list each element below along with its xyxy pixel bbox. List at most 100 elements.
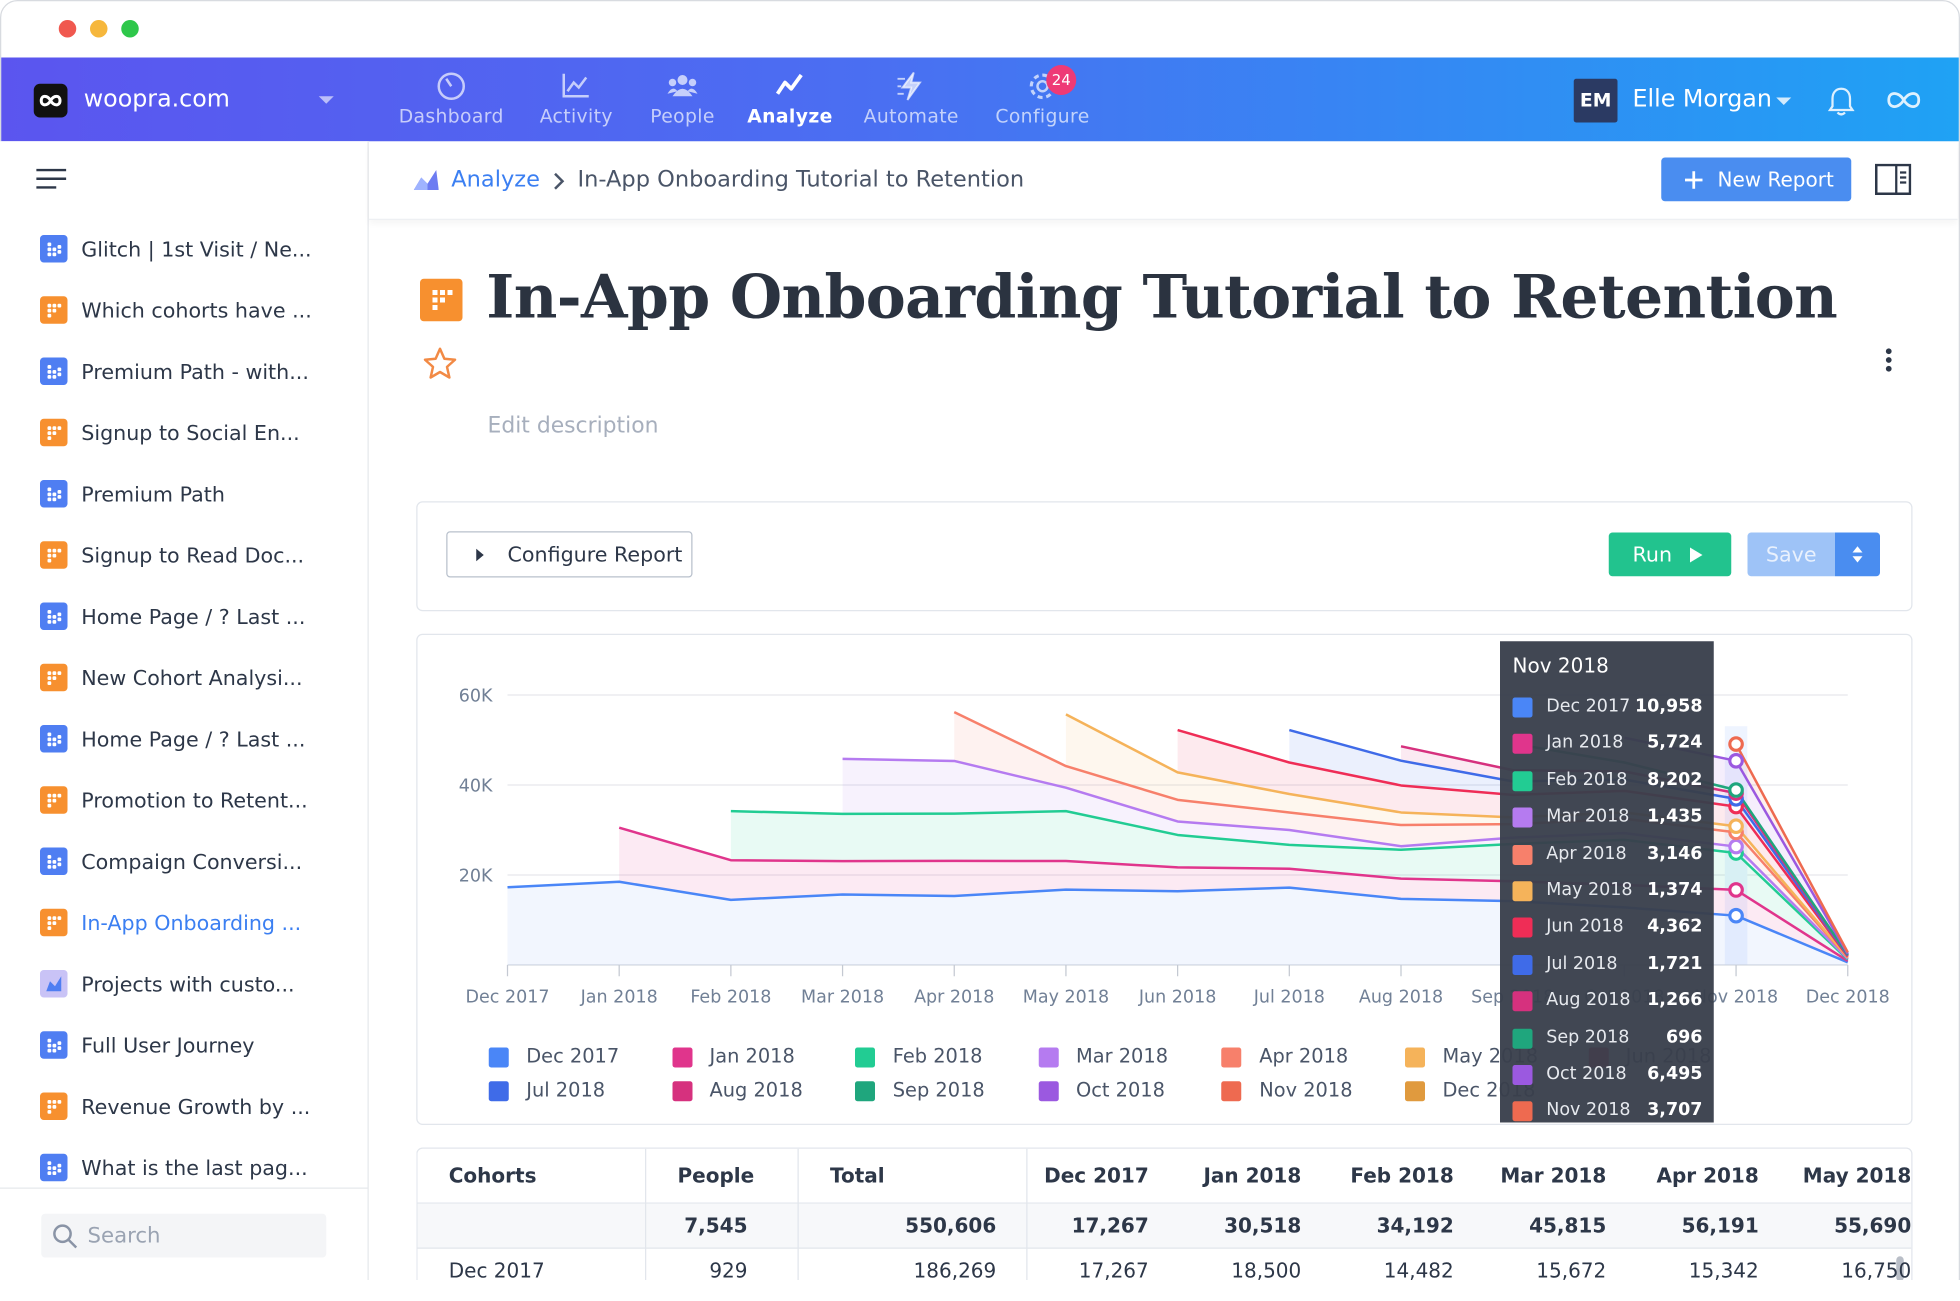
sidebar-item[interactable]: Projects with custo... (40, 970, 353, 1000)
favorite-star[interactable] (423, 346, 458, 380)
legend-label: Aug 2018 (709, 1078, 803, 1102)
area-fill (954, 712, 1848, 959)
tooltip-name: Nov 2018 (1546, 1100, 1631, 1121)
minimize-dot[interactable] (90, 20, 108, 38)
area-fill (1177, 730, 1848, 958)
tooltip-name: Dec 2017 (1546, 696, 1631, 717)
area-fill (842, 758, 1848, 960)
tooltip-swatch (1512, 770, 1533, 791)
tooltip-name: Jan 2018 (1546, 732, 1624, 753)
item-label: Revenue Growth by ... (81, 1095, 311, 1119)
nav-item[interactable]: Dashboard (383, 58, 521, 142)
user-name[interactable]: Elle Morgan (1632, 85, 1772, 113)
configure-report-button[interactable]: Configure Report (446, 531, 693, 578)
tooltip-title: Nov 2018 (1512, 653, 1609, 678)
hover-marker (1728, 752, 1744, 769)
edit-description[interactable]: Edit description (487, 413, 659, 439)
avatar[interactable]: EM (1573, 78, 1618, 123)
x-tick-label: May 2018 (1023, 988, 1109, 1008)
sidebar-item[interactable]: Which cohorts have ... (40, 296, 353, 326)
tooltip-value: 5,724 (1647, 732, 1703, 753)
nav-label: People (650, 105, 715, 128)
table-cell: 18,500 (1231, 1258, 1302, 1282)
sidebar-item[interactable]: Premium Path - with... (40, 357, 353, 388)
tooltip-row: Oct 2018 6,495 (1512, 1063, 1703, 1088)
more-menu[interactable] (1883, 348, 1896, 376)
tooltip-swatch (1512, 1101, 1533, 1122)
logo[interactable] (33, 83, 68, 118)
sidebar-item[interactable]: Revenue Growth by ... (40, 1092, 353, 1123)
search-placeholder: Search (87, 1223, 161, 1249)
new-report-button[interactable]: New Report (1661, 157, 1852, 202)
sidebar-item[interactable]: What is the last pag... (40, 1153, 353, 1184)
site-caret[interactable] (318, 95, 336, 105)
sidebar-item[interactable]: Compaign Conversi... (40, 847, 353, 878)
legend-label: Jan 2018 (709, 1045, 795, 1068)
column-header: People (677, 1163, 755, 1188)
user-caret[interactable] (1775, 96, 1793, 106)
sidebar-item[interactable]: Signup to Read Doc... (40, 541, 353, 571)
nav-item[interactable]: Analyze (721, 58, 859, 142)
sidebar-item[interactable]: In-App Onboarding ... (40, 908, 353, 939)
scrollbar[interactable] (1896, 1256, 1904, 1282)
col-divider (1026, 1148, 1028, 1282)
tooltip-swatch (1512, 734, 1533, 755)
window-bottom (0, 1280, 1960, 1301)
sidebar-item[interactable]: Promotion to Retent... (40, 786, 353, 816)
item-label: Which cohorts have ... (81, 298, 312, 323)
item-label: Premium Path - with... (81, 360, 309, 384)
tooltip-row: Dec 2017 10,958 (1512, 695, 1703, 720)
item-label: Compaign Conversi... (81, 850, 303, 874)
item-icon (40, 296, 68, 324)
breadcrumb-root[interactable]: Analyze (451, 166, 540, 193)
close-dot[interactable] (58, 20, 77, 38)
search-box[interactable]: Search (41, 1213, 327, 1258)
new-report-label: New Report (1717, 167, 1834, 192)
nav-label: Analyze (747, 105, 833, 128)
row-divider (417, 1247, 1912, 1249)
legend-swatch (671, 1081, 692, 1102)
tooltip-value: 6,495 (1647, 1063, 1703, 1084)
nav-item[interactable]: Activity (508, 58, 646, 142)
tooltip-value: 1,266 (1647, 990, 1703, 1011)
sidebar-divider (0, 1187, 368, 1189)
item-label: New Cohort Analysi... (81, 666, 303, 690)
x-tick-label: Jun 2018 (1138, 988, 1216, 1008)
item-icon (40, 1153, 68, 1182)
nav-item[interactable]: Automate (843, 58, 981, 142)
tooltip-row: Nov 2018 3,707 (1512, 1099, 1703, 1124)
tooltip-value: 8,202 (1647, 769, 1703, 790)
sidebar-item[interactable]: Full User Journey (40, 1031, 353, 1061)
sidebar-item[interactable]: Signup to Social En... (40, 418, 353, 449)
item-icon (40, 663, 68, 692)
save-options[interactable] (1835, 532, 1880, 577)
col-divider (645, 1148, 647, 1282)
sidebar-item[interactable]: Home Page / ? Last ... (40, 725, 353, 755)
table-cell: 17,267 (1078, 1258, 1149, 1282)
nav-item[interactable]: People (614, 58, 752, 142)
x-tick-label: Aug 2018 (1359, 988, 1443, 1008)
run-button[interactable]: Run (1608, 532, 1732, 577)
nav-item[interactable]: Configure (974, 58, 1112, 142)
sidebar-item[interactable]: Premium Path (40, 480, 353, 510)
tooltip-swatch (1512, 881, 1533, 902)
table-cell: 186,269 (913, 1258, 997, 1282)
save-button[interactable]: Save (1747, 532, 1835, 577)
item-icon (40, 480, 68, 508)
sidebar-item[interactable]: New Cohort Analysi... (40, 663, 353, 694)
bell-icon[interactable] (1826, 85, 1856, 118)
x-tick-label: Mar 2018 (801, 988, 884, 1008)
menu-icon[interactable] (36, 168, 67, 189)
maximize-dot[interactable] (121, 20, 139, 38)
panel-toggle[interactable] (1875, 163, 1912, 195)
column-header: Total (830, 1163, 885, 1188)
sidebar-item[interactable]: Glitch | 1st Visit / Ne... (40, 235, 353, 265)
site-name[interactable]: woopra.com (83, 85, 230, 113)
legend-label: Dec 2017 (526, 1045, 620, 1068)
sidebar-item[interactable]: Home Page / ? Last ... (40, 602, 353, 633)
legend-swatch (1221, 1047, 1242, 1068)
hover-marker (1728, 907, 1744, 924)
breadcrumb-separator (554, 172, 565, 190)
infinity-icon[interactable] (1885, 88, 1923, 113)
table-cell: Dec 2017 (448, 1258, 545, 1282)
